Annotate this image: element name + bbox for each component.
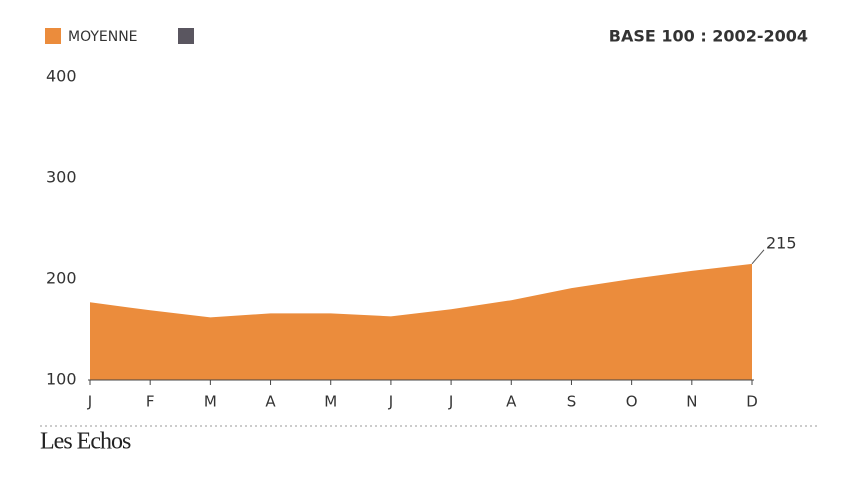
x-tick-label: A [265,393,276,411]
y-tick-label: 200 [46,269,77,288]
x-tick-label: F [146,393,155,411]
x-tick-label: O [626,393,638,411]
annotation: BASE 100 : 2002-2004 [609,27,808,46]
leader-line [751,249,765,265]
area [90,263,752,380]
logo: Les Echos [40,429,131,455]
legend-label: MOYENNE [68,29,138,45]
y-tick-label: 400 [46,67,77,86]
x-tick-label: M [204,393,217,411]
x-tick-label: J [87,393,92,411]
legend-swatch [45,28,61,44]
x-tick-label: A [506,393,517,411]
x-tick-label: J [388,393,393,411]
x-tick-label: D [746,393,758,411]
x-tick-label: S [567,393,577,411]
legend-swatch [178,28,194,44]
x-tick-label: J [448,393,453,411]
x-tick-label: M [324,393,337,411]
value-label: 215 [766,233,797,252]
y-tick-label: 100 [46,370,77,389]
x-tick-label: N [686,393,697,411]
y-tick-label: 300 [46,168,77,187]
